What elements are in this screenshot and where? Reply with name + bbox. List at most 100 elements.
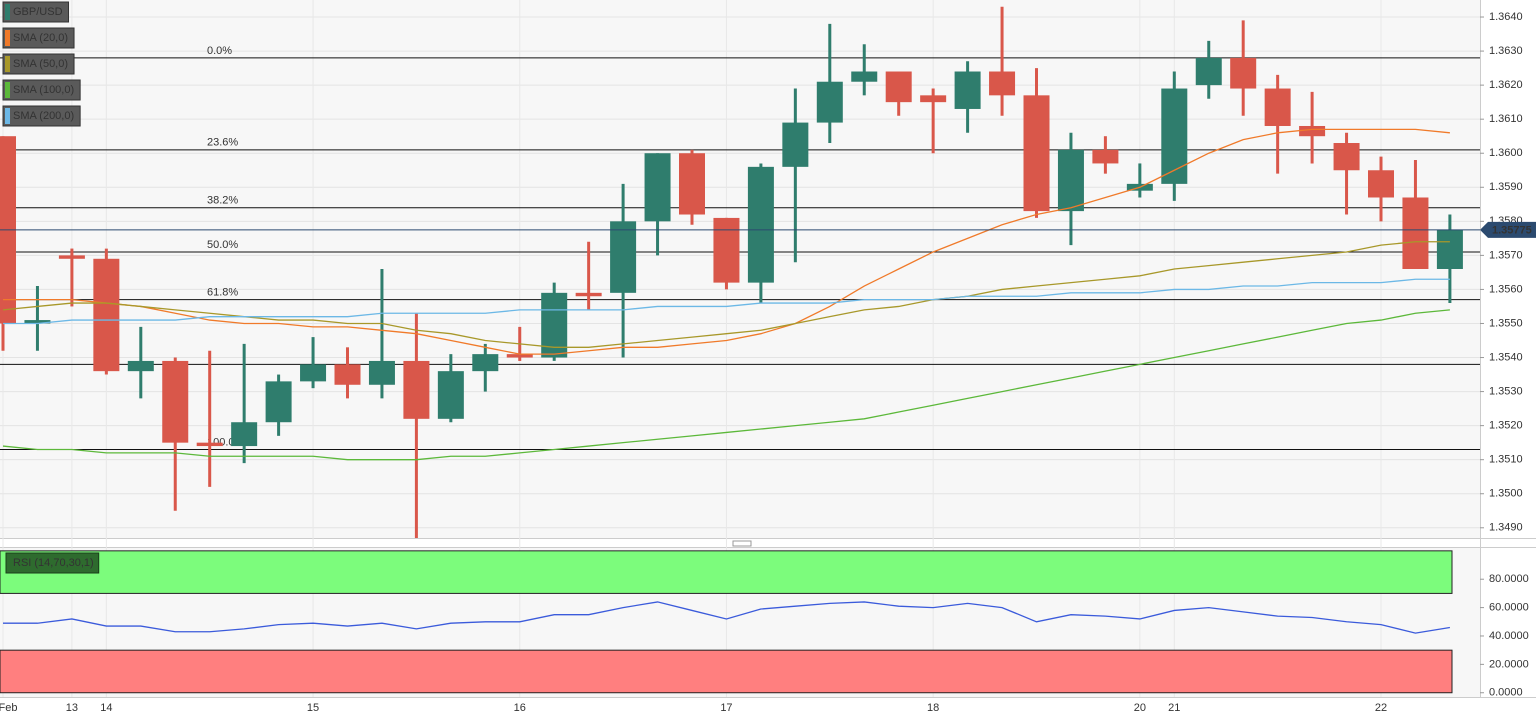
candle-body: [162, 360, 189, 443]
candle-body: [1299, 125, 1326, 137]
legend-label: SMA (200,0): [13, 110, 74, 122]
y-tick-label: 1.3500: [1489, 488, 1523, 500]
legend-box: [2, 27, 75, 49]
y-tick-label: 1.3490: [1489, 522, 1523, 534]
candle-body: [1436, 229, 1463, 269]
y-tick-label: 1.3640: [1489, 11, 1523, 23]
sma-line: [2, 309, 1450, 461]
candle-body: [1368, 170, 1394, 198]
candle-body: [127, 360, 154, 372]
sma-line: [3, 278, 1450, 325]
legend-box: [2, 79, 81, 101]
legend-label: SMA (20,0): [13, 32, 68, 44]
candle-body: [24, 320, 51, 324]
x-tick-label: 22: [1375, 702, 1387, 714]
y-tick-label: 1.3530: [1489, 385, 1523, 397]
candle-body: [472, 354, 499, 372]
candle-body: [58, 255, 85, 259]
y-tick-label: 60.0000: [1489, 602, 1529, 614]
candle-body: [1195, 57, 1222, 86]
x-tick-label: 18: [927, 702, 939, 714]
candle-body: [1092, 149, 1119, 164]
legend-box: [5, 552, 100, 574]
candle-body: [851, 71, 878, 82]
candle-body: [368, 360, 395, 385]
y-tick-label: 1.3620: [1489, 79, 1523, 91]
legend-item: GBP/USD: [2, 1, 70, 23]
y-tick-label: 1.3560: [1489, 283, 1523, 295]
candle-body: [1402, 197, 1429, 269]
candle-body: [265, 381, 292, 423]
y-tick-label: 1.3570: [1489, 249, 1523, 261]
candle-body: [1057, 149, 1084, 212]
candle-body: [954, 71, 981, 109]
y-tick-label: 0.0000: [1489, 687, 1523, 699]
legend-swatch: [5, 30, 10, 46]
candle-body: [506, 354, 533, 358]
y-tick-label: 40.0000: [1489, 630, 1529, 642]
y-tick-label: 1.3520: [1489, 420, 1523, 432]
candle-body: [747, 166, 774, 283]
sma-line: [3, 128, 1450, 355]
legend-swatch: [5, 56, 10, 72]
candle-body: [575, 292, 602, 297]
legend-swatch: [5, 82, 10, 98]
y-tick-label: 1.3550: [1489, 317, 1523, 329]
candle-body: [885, 71, 912, 103]
main-pane: [0, 0, 1480, 538]
candle-body: [334, 364, 361, 385]
fib-label: 61.8%: [207, 287, 238, 299]
legend-item: SMA (100,0): [2, 79, 81, 101]
fib-label: 50.0%: [207, 239, 238, 251]
y-tick-label: 1.3590: [1489, 181, 1523, 193]
legend-swatch: [5, 4, 10, 20]
candle-body: [920, 95, 947, 103]
rsi-legend: RSI (14,70,30,1): [5, 552, 100, 574]
candle-body: [231, 422, 258, 447]
candle-body: [782, 122, 809, 167]
x-tick-label: 21: [1168, 702, 1180, 714]
rsi-title: RSI (14,70,30,1): [13, 557, 94, 569]
x-tick-label: Feb: [0, 702, 17, 714]
fib-label: 38.2%: [207, 195, 238, 207]
candle-body: [300, 364, 327, 382]
candle-body: [610, 221, 637, 293]
y-tick-label: 20.0000: [1489, 658, 1529, 670]
candle-body: [679, 153, 705, 215]
y-tick-label: 1.3600: [1489, 147, 1523, 159]
splitter-handle[interactable]: [732, 540, 752, 547]
legend-box: [2, 105, 81, 127]
legend-label: SMA (50,0): [13, 58, 68, 70]
x-tick-label: 16: [514, 702, 526, 714]
x-tick-label: 17: [720, 702, 732, 714]
candle-body: [816, 81, 843, 123]
y-tick-label: 1.3510: [1489, 454, 1523, 466]
candle-body: [1230, 57, 1257, 89]
candle-body: [713, 217, 740, 283]
legend-item: SMA (200,0): [2, 105, 81, 127]
legend-box: [2, 53, 75, 75]
rsi-line: [3, 601, 1451, 634]
legend-box: [2, 1, 70, 23]
fib-label: 0.0%: [207, 45, 232, 57]
legend-label: GBP/USD: [13, 6, 63, 18]
candle-body: [989, 71, 1016, 96]
candle-body: [644, 153, 671, 222]
x-tick-label: 14: [100, 702, 112, 714]
candle-body: [1161, 88, 1188, 184]
legend-item: SMA (50,0): [2, 53, 75, 75]
candle-body: [93, 258, 120, 372]
x-tick-label: 15: [307, 702, 319, 714]
legend-item: SMA (20,0): [2, 27, 75, 49]
y-tick-label: 1.3540: [1489, 351, 1523, 363]
candle-body: [403, 360, 430, 419]
rsi-zone: [0, 649, 1453, 694]
candle-body: [1023, 95, 1050, 212]
candle-body: [437, 371, 464, 419]
legend-label: SMA (100,0): [13, 84, 74, 96]
candle-body: [1264, 88, 1291, 126]
y-tick-label: 80.0000: [1489, 573, 1529, 585]
x-tick-label: 13: [66, 702, 78, 714]
